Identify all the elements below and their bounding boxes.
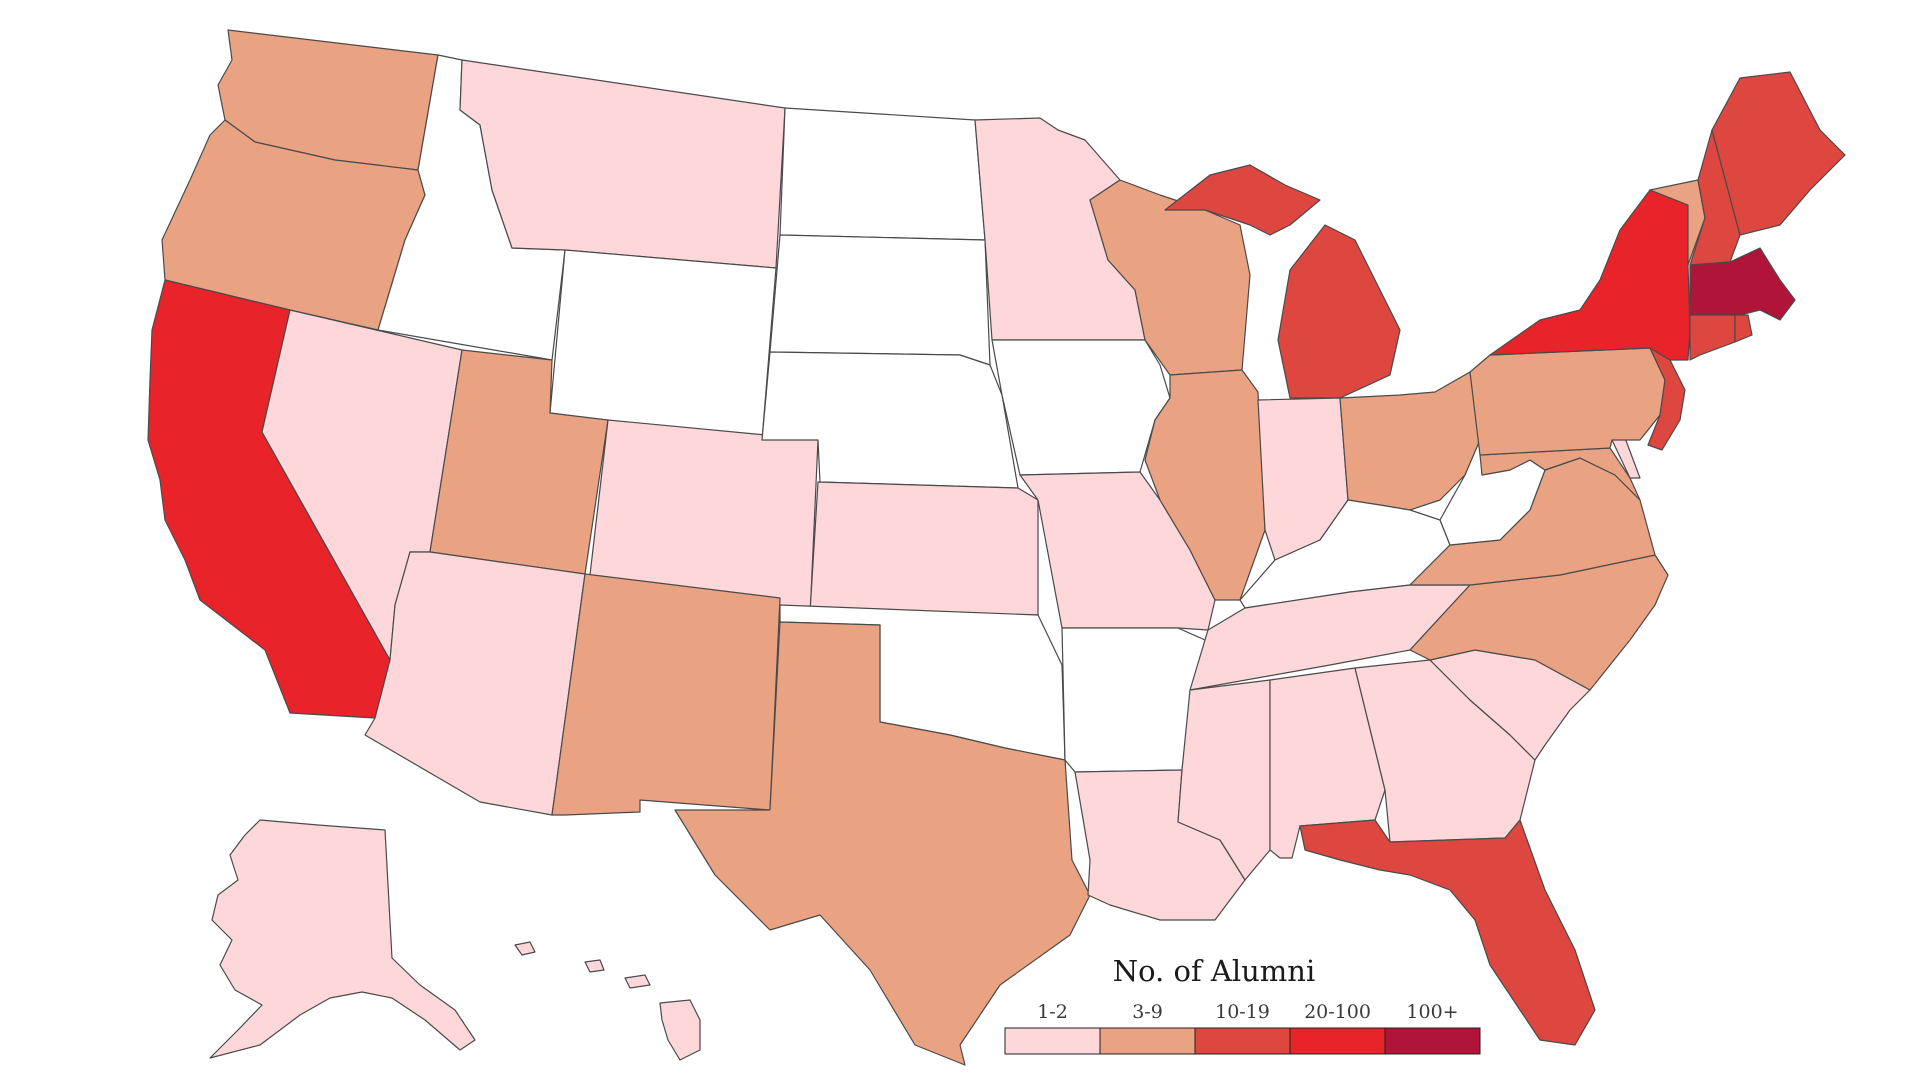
state-kansas[interactable] — [809, 481, 1039, 616]
state-alaska[interactable] — [209, 819, 476, 1059]
state-florida[interactable] — [1299, 819, 1596, 1046]
state-pennsylvania[interactable] — [1469, 347, 1666, 456]
state-maryland[interactable] — [1479, 447, 1641, 501]
state-shapes — [147, 29, 1846, 1066]
legend: No. of Alumni 1-2 3-9 10-19 20-100 100+ — [1004, 954, 1481, 1055]
legend-swatch — [1099, 1027, 1196, 1055]
state-montana[interactable] — [459, 59, 786, 269]
state-illinois[interactable] — [1144, 369, 1266, 601]
legend-swatch — [1004, 1027, 1101, 1055]
state-new-jersey[interactable] — [1647, 347, 1686, 451]
state-iowa[interactable] — [991, 339, 1171, 476]
state-wisconsin[interactable] — [1089, 179, 1251, 376]
state-michigan[interactable] — [1164, 164, 1401, 399]
state-texas[interactable] — [674, 621, 1091, 1066]
legend-bins: 1-2 3-9 10-19 20-100 100+ — [1004, 1001, 1481, 1055]
legend-label: 3-9 — [1132, 1001, 1163, 1023]
state-new-mexico[interactable] — [551, 573, 781, 816]
state-hawaii[interactable] — [514, 941, 701, 1061]
state-new-york[interactable] — [1489, 189, 1691, 361]
state-wyoming[interactable] — [549, 249, 777, 441]
legend-swatch — [1194, 1027, 1291, 1055]
state-rhode-island[interactable] — [1734, 314, 1753, 343]
state-connecticut[interactable] — [1689, 314, 1736, 361]
state-vermont[interactable] — [1649, 179, 1706, 266]
legend-label: 20-100 — [1304, 1001, 1371, 1023]
state-south-dakota[interactable] — [769, 234, 991, 366]
legend-label: 10-19 — [1215, 1001, 1270, 1023]
legend-title: No. of Alumni — [1113, 954, 1316, 988]
legend-label: 1-2 — [1037, 1001, 1068, 1023]
state-north-dakota[interactable] — [779, 107, 986, 241]
legend-swatch — [1289, 1027, 1386, 1055]
legend-label: 100+ — [1406, 1001, 1458, 1023]
state-maine[interactable] — [1711, 71, 1846, 236]
legend-swatch — [1384, 1027, 1481, 1055]
